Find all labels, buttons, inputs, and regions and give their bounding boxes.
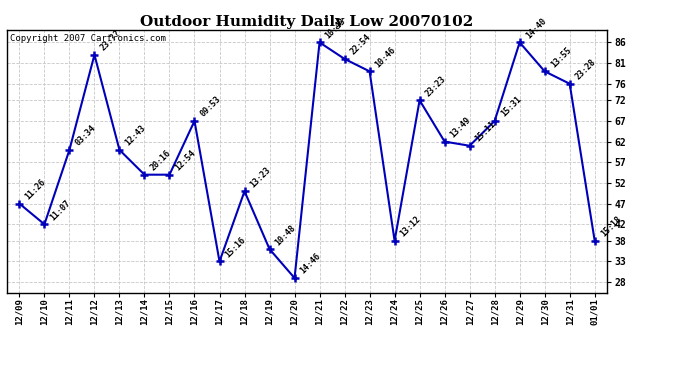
Text: 14:46: 14:46 (299, 252, 323, 276)
Text: 10:46: 10:46 (374, 45, 398, 69)
Text: 15:18: 15:18 (599, 214, 623, 238)
Text: 20:16: 20:16 (148, 148, 172, 172)
Text: 13:23: 13:23 (248, 165, 273, 189)
Text: 15:31: 15:31 (499, 95, 523, 119)
Text: 12:54: 12:54 (174, 148, 198, 172)
Text: 14:40: 14:40 (524, 16, 548, 40)
Text: 03:34: 03:34 (74, 124, 98, 148)
Text: 13:49: 13:49 (448, 116, 473, 140)
Text: 10:43: 10:43 (324, 16, 348, 40)
Text: 23:??: 23:?? (99, 28, 123, 53)
Text: 11:26: 11:26 (23, 177, 48, 201)
Text: 23:23: 23:23 (424, 74, 448, 98)
Text: 15:16: 15:16 (224, 235, 248, 260)
Text: 11:07: 11:07 (48, 198, 72, 222)
Text: 23:28: 23:28 (574, 57, 598, 82)
Text: 09:53: 09:53 (199, 95, 223, 119)
Text: 13:12: 13:12 (399, 214, 423, 238)
Text: 10:48: 10:48 (274, 223, 298, 247)
Title: Outdoor Humidity Daily Low 20070102: Outdoor Humidity Daily Low 20070102 (141, 15, 473, 29)
Text: 12:43: 12:43 (124, 124, 148, 148)
Text: 13:55: 13:55 (549, 45, 573, 69)
Text: 22:54: 22:54 (348, 33, 373, 57)
Text: Copyright 2007 Cartronics.com: Copyright 2007 Cartronics.com (10, 34, 166, 43)
Text: 15:11: 15:11 (474, 120, 498, 144)
